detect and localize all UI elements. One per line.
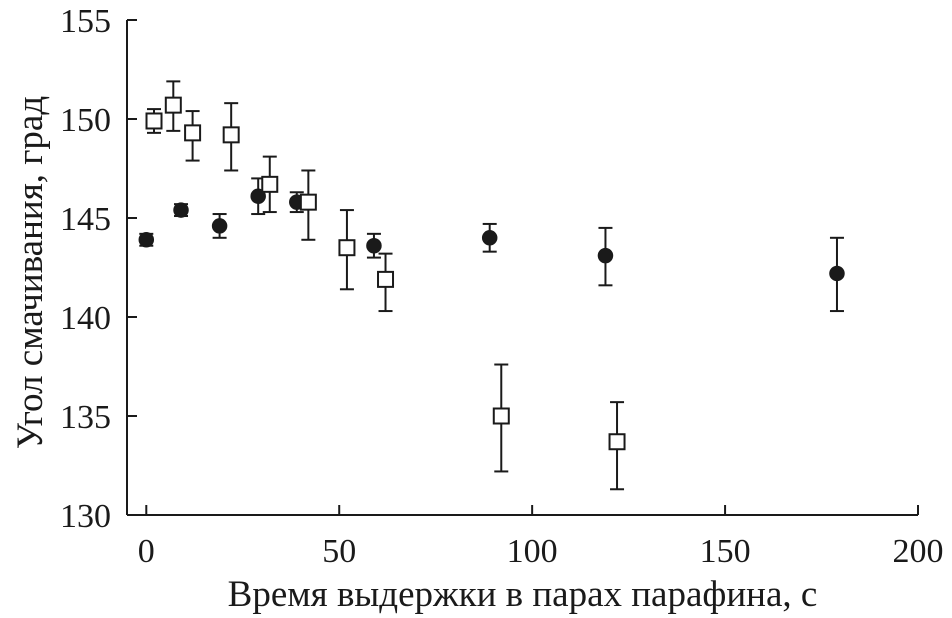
x-tick-label: 200 (893, 533, 944, 570)
series-2 (145, 80, 626, 491)
data-point-square (222, 126, 240, 144)
x-axis-label: Время выдержки в парах парафина, с (228, 574, 818, 615)
y-ticks: 130 135 140 145 150 155 (60, 3, 137, 535)
y-tick-label: 140 (60, 300, 111, 337)
data-point-square (377, 270, 395, 288)
data-point-square (299, 193, 317, 211)
y-tick-label: 145 (60, 201, 111, 238)
data-point-square (492, 407, 510, 425)
data-point-square (608, 433, 626, 451)
data-point-square (164, 96, 182, 114)
x-tick-label: 100 (507, 533, 558, 570)
x-tick-label: 0 (138, 533, 155, 570)
y-tick-label: 155 (60, 3, 111, 40)
data-point-circle (481, 230, 498, 246)
x-tick-label: 150 (700, 533, 751, 570)
x-tick-label: 50 (322, 533, 356, 570)
axes (126, 20, 918, 516)
y-tick-label: 150 (60, 102, 111, 139)
data-point-square (338, 239, 356, 257)
series-layer (138, 80, 845, 491)
series-1 (138, 177, 845, 313)
y-axis-label: Угол смачивания, град (10, 96, 51, 449)
data-point-circle (173, 202, 189, 218)
y-tick-label: 130 (60, 498, 111, 535)
data-point-square (184, 124, 202, 142)
data-point-circle (829, 265, 845, 282)
data-point-square (145, 112, 163, 130)
data-point-circle (138, 232, 155, 248)
data-point-circle (366, 237, 382, 254)
data-point-circle (211, 218, 228, 234)
data-point-square (261, 175, 279, 193)
data-point-circle (597, 247, 614, 264)
y-tick-label: 135 (60, 399, 111, 436)
x-ticks: 0 50 100 150 200 (138, 505, 944, 570)
